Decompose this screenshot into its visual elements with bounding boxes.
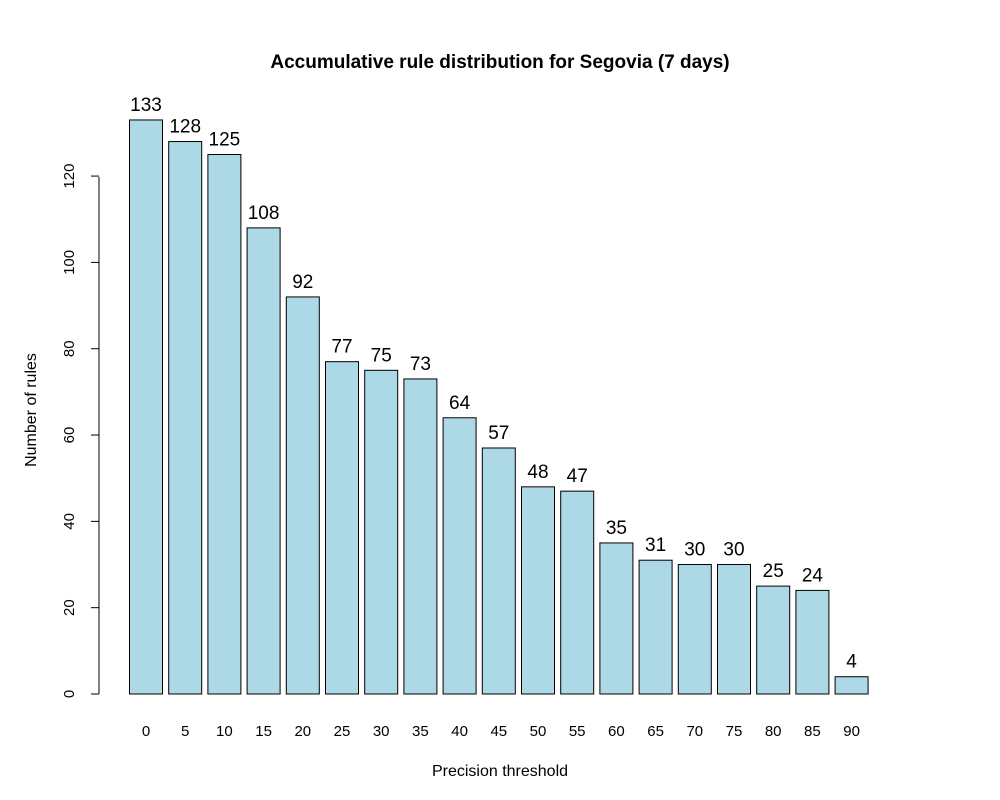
data-label: 64 <box>449 393 471 414</box>
x-tick-label: 20 <box>294 723 311 740</box>
bar-70 <box>677 564 712 695</box>
bar-20 <box>285 296 320 695</box>
x-axis-tick-labels: 0 5 10 15 20 25 30 35 40 45 50 55 60 65 70 75 80 85 90 <box>142 723 860 740</box>
data-label: 47 <box>567 466 588 487</box>
x-tick-label: 40 <box>451 723 468 740</box>
bar-5 <box>168 141 203 695</box>
chart-title: Accumulative rule distribution for Segov… <box>270 52 729 73</box>
y-tick-label: 60 <box>61 427 78 444</box>
y-axis-ticks: 0 20 40 60 80 100 120 <box>61 164 99 698</box>
bar-85 <box>795 589 830 695</box>
x-tick-label: 80 <box>765 723 782 740</box>
x-tick-label: 0 <box>142 723 150 740</box>
data-label: 30 <box>723 540 744 561</box>
x-tick-label: 75 <box>726 723 743 740</box>
y-tick-label: 40 <box>61 513 78 530</box>
x-tick-label: 35 <box>412 723 429 740</box>
data-label: 25 <box>763 561 784 582</box>
x-tick-label: 55 <box>569 723 586 740</box>
bar-30 <box>364 369 399 695</box>
bar-15 <box>246 227 281 695</box>
x-tick-label: 60 <box>608 723 625 740</box>
bar-10 <box>207 154 242 695</box>
data-label: 30 <box>684 540 705 561</box>
bar-65 <box>638 559 673 695</box>
data-label: 92 <box>292 272 313 293</box>
bar-40 <box>442 417 477 695</box>
y-axis-label: Number of rules <box>23 353 40 467</box>
x-tick-label: 30 <box>373 723 390 740</box>
bar-80 <box>756 585 791 695</box>
data-label: 4 <box>846 652 857 673</box>
data-label: 31 <box>645 535 666 556</box>
bar-0 <box>129 119 163 695</box>
x-tick-label: 15 <box>255 723 272 740</box>
data-label: 24 <box>802 565 824 586</box>
bar-50 <box>521 486 555 695</box>
data-label: 77 <box>331 337 352 358</box>
data-label: 57 <box>488 423 509 444</box>
bar-55 <box>560 490 595 695</box>
y-tick-label: 120 <box>61 164 78 189</box>
data-label: 35 <box>606 518 627 539</box>
x-tick-label: 25 <box>334 723 351 740</box>
bar-25 <box>325 361 359 695</box>
bar-90 <box>834 676 869 695</box>
bar-45 <box>481 447 516 695</box>
x-tick-label: 45 <box>490 723 507 740</box>
y-tick-label: 100 <box>61 250 78 275</box>
x-axis-label: Precision threshold <box>432 763 568 780</box>
data-label: 133 <box>130 95 162 116</box>
y-tick-label: 80 <box>61 340 78 357</box>
x-tick-label: 65 <box>647 723 664 740</box>
data-label: 48 <box>527 462 548 483</box>
x-tick-label: 70 <box>686 723 703 740</box>
bar-35 <box>403 378 438 695</box>
data-label: 73 <box>410 354 431 375</box>
y-tick-label: 0 <box>61 690 78 698</box>
x-tick-label: 50 <box>530 723 547 740</box>
y-tick-label: 20 <box>61 599 78 616</box>
bar-60 <box>599 542 634 695</box>
data-label: 108 <box>248 203 280 224</box>
data-label: 75 <box>371 345 392 366</box>
x-tick-label: 10 <box>216 723 233 740</box>
x-tick-label: 90 <box>843 723 860 740</box>
data-label: 128 <box>169 117 201 138</box>
bar-75 <box>717 564 751 695</box>
x-tick-label: 85 <box>804 723 821 740</box>
x-tick-label: 5 <box>181 723 189 740</box>
data-labels: 133 128 125 108 92 77 75 73 64 57 48 47 35 31 30 30 25 24… <box>130 95 857 673</box>
data-label: 125 <box>209 130 241 151</box>
bars <box>129 119 869 695</box>
